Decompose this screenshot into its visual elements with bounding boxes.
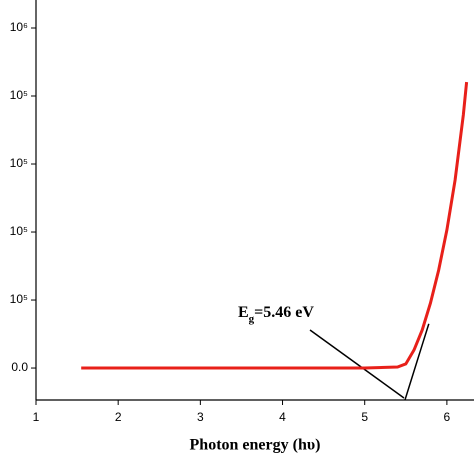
x-tick-label: 2 (115, 410, 122, 424)
data-line (81, 81, 469, 370)
annotation-sub: g (249, 313, 255, 325)
y-tick-label: 0.0 (11, 360, 28, 374)
x-tick-label: 4 (279, 410, 286, 424)
annotation-rest: =5.46 eV (254, 304, 314, 321)
annotation: Eg=5.46 eV (238, 304, 314, 325)
y-tick-label: 10⁵ (10, 224, 28, 238)
y-tick-label: 10⁵ (10, 88, 28, 102)
x-tick-label: 5 (361, 410, 368, 424)
x-tick-label: 1 (33, 410, 40, 424)
annotation-main: E (238, 304, 249, 321)
x-tick-label: 3 (197, 410, 204, 424)
x-axis-label: Photon energy (hυ) (190, 437, 321, 454)
tangent-line (404, 323, 430, 401)
y-tick-label: 10⁵ (10, 292, 28, 306)
x-tick-label: 6 (444, 410, 451, 424)
y-tick-label: 10⁶ (10, 20, 28, 34)
y-tick-label: 10⁵ (10, 156, 28, 170)
annotation-pointer (309, 329, 405, 399)
